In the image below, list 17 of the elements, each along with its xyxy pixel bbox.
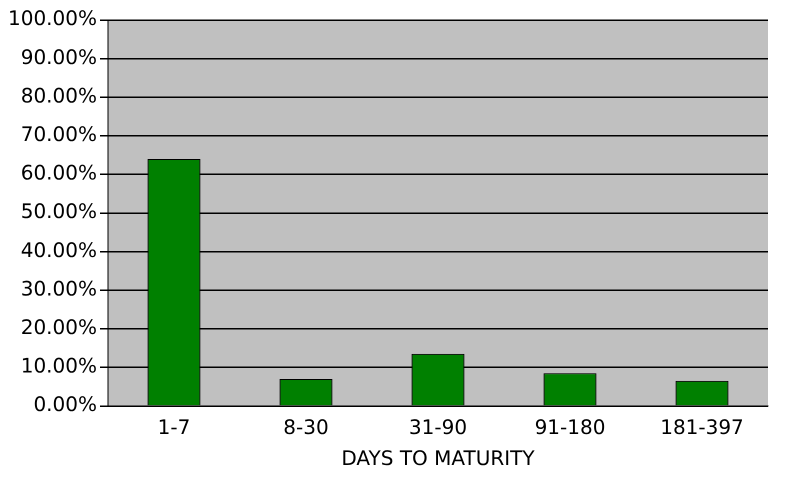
x-tick-label: 181-397 xyxy=(660,415,744,440)
y-tick-label: 90.00% xyxy=(20,44,97,69)
x-tick-label: 8-30 xyxy=(283,415,329,440)
y-tick-label: 10.00% xyxy=(20,354,97,378)
x-axis-title: DAYS TO MATURITY xyxy=(341,446,536,470)
x-tick-label: 91-180 xyxy=(534,415,606,440)
y-tick-label: 0.00% xyxy=(33,392,97,416)
y-tick-label: 70.00% xyxy=(20,122,97,146)
y-tick-label: 50.00% xyxy=(20,199,97,224)
y-tick-label: 30.00% xyxy=(20,276,97,300)
y-tick-label: 60.00% xyxy=(20,160,97,185)
y-tick-label: 20.00% xyxy=(20,315,97,340)
y-tick-label: 80.00% xyxy=(20,83,97,108)
y-tick-label: 100.00% xyxy=(8,6,97,30)
x-tick-label: 1-7 xyxy=(158,415,190,440)
x-tick-label: 31-90 xyxy=(408,415,468,440)
y-tick-label: 40.00% xyxy=(20,238,97,262)
